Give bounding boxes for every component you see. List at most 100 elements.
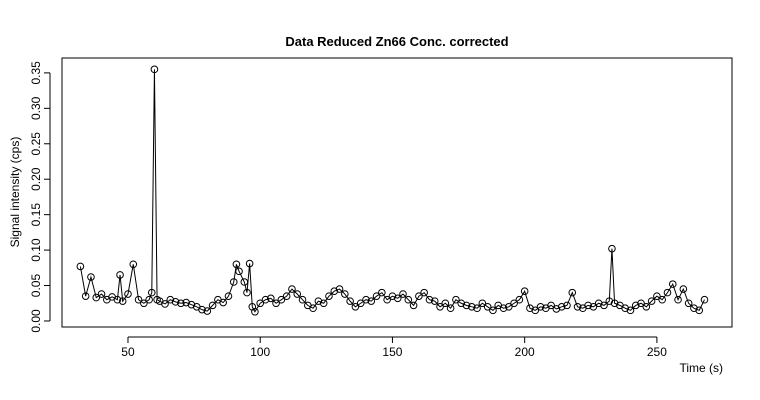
data-point [346,297,354,305]
data-point [589,302,598,311]
data-point [330,287,339,296]
data-point [499,304,508,313]
data-point [145,295,153,304]
data-point [446,304,455,313]
data-point [235,267,243,276]
data-point [483,302,492,311]
x-tick-label: 200 [515,345,535,359]
data-point [594,299,603,308]
data-point [150,65,159,74]
data-point [261,295,270,304]
data-point [266,294,275,303]
y-tick-label: 0.00 [29,309,43,333]
data-point [436,302,444,311]
y-tick-label: 0.20 [29,167,43,191]
data-point [478,299,487,308]
x-tick-label: 250 [647,345,667,359]
data-point [314,297,323,305]
data-point [626,306,635,315]
data-point [510,299,518,308]
data-point [658,295,666,304]
y-tick-label: 0.35 [29,61,43,85]
data-point [232,260,241,269]
plot-frame [61,57,733,328]
data-point [404,295,413,304]
data-point [536,302,545,311]
data-point [631,301,640,310]
data-point [309,304,317,313]
data-point [293,290,302,298]
data-point [129,260,138,269]
data-point [198,305,206,314]
data-point [600,301,608,310]
y-tick-label: 0.30 [29,96,43,120]
data-point [690,304,698,313]
data-point [187,300,196,309]
data-point [298,295,307,304]
data-point [568,288,577,297]
data-point [621,304,629,313]
data-point [76,262,85,271]
data-point [415,292,423,300]
data-point [219,298,227,307]
data-point [642,302,651,311]
data-point [229,278,238,286]
data-point [605,297,614,305]
y-tick-label: 0.05 [29,274,43,298]
data-point [557,302,566,311]
x-tick-label: 150 [382,345,402,359]
data-point [87,273,95,281]
data-point [341,290,349,298]
data-point [124,290,132,298]
data-point [245,259,254,268]
data-point [552,305,561,313]
data-point [208,301,217,310]
data-point [452,295,460,304]
y-tick-label: 0.10 [29,238,43,262]
y-tick-label: 0.25 [29,132,43,156]
data-point [92,293,101,302]
data-point [393,294,402,303]
data-point [251,307,259,316]
data-point [319,299,328,308]
data-point [97,290,106,298]
data-point [531,306,540,315]
data-point [272,299,280,308]
y-tick-label: 0.15 [29,203,43,227]
data-point [473,304,481,313]
data-point [637,299,645,308]
data-point [663,288,672,297]
data-point [388,292,397,300]
data-point [504,302,513,311]
data-point [134,295,143,304]
data-point [462,301,471,310]
data-point [420,288,428,297]
x-axis-label: Time (s) [679,361,723,375]
data-point [356,299,365,308]
data-point [161,300,169,308]
data-point [116,271,124,279]
data-point [177,299,185,308]
x-tick-label: 50 [121,345,135,359]
data-point [489,306,497,315]
data-point [203,307,212,315]
data-point [679,285,688,293]
data-point [584,301,592,310]
data-point [441,299,450,308]
x-tick-label: 100 [250,345,270,359]
data-point [608,244,616,253]
data-line [79,69,705,313]
data-point [335,285,344,293]
data-point [282,292,291,300]
data-point [457,299,465,308]
data-point [668,280,677,288]
chart-title: Data Reduced Zn66 Conc. corrected [285,34,508,49]
data-point [409,301,418,310]
data-point [166,295,175,304]
data-point [243,288,251,297]
data-point [647,297,656,305]
data-point [171,298,180,306]
data-point [430,297,439,305]
